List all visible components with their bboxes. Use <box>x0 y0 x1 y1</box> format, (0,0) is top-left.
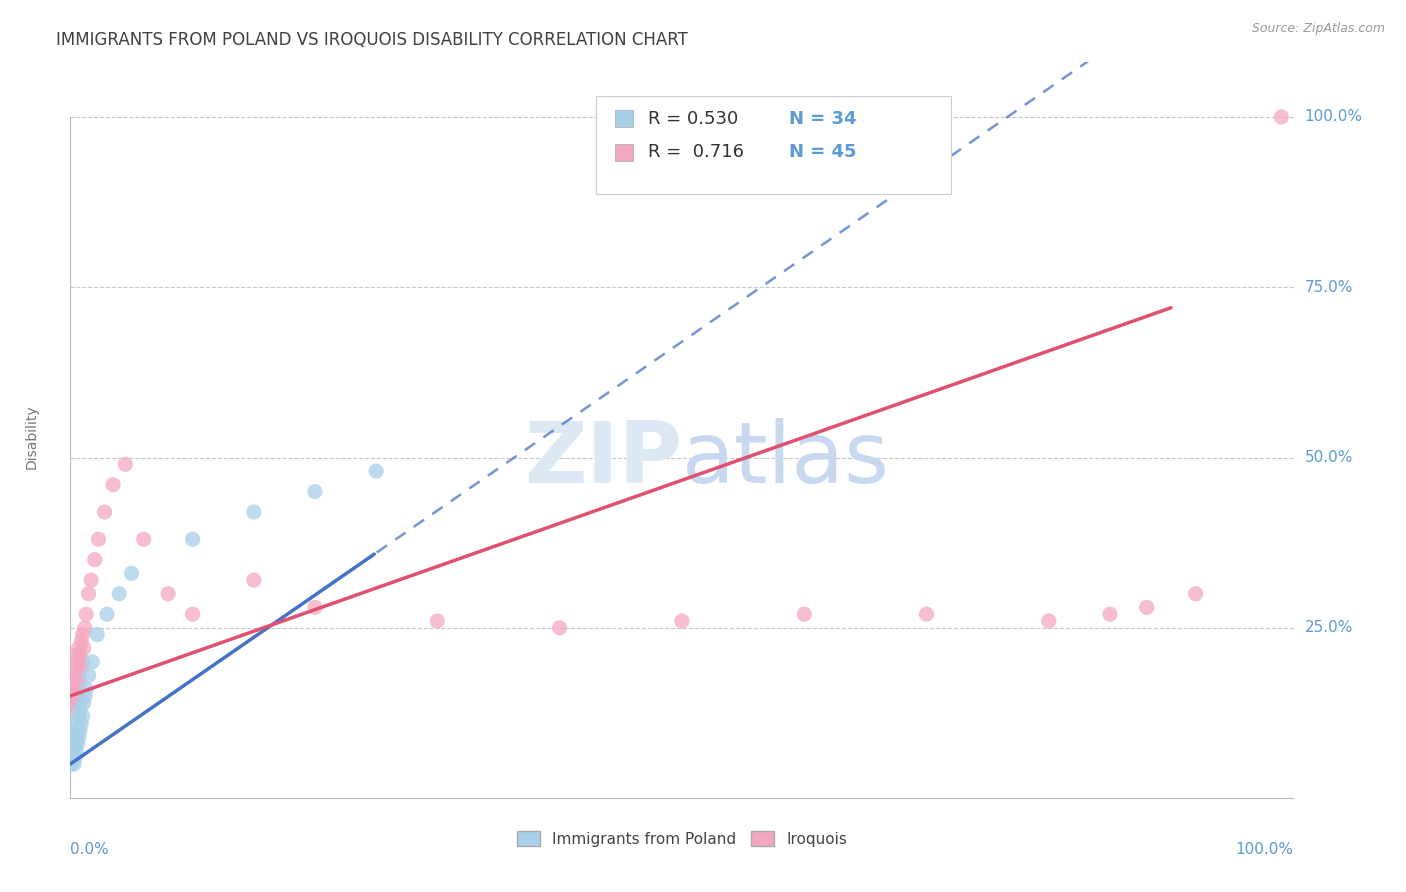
Point <box>793 607 815 622</box>
Point <box>86 627 108 641</box>
Point <box>70 634 93 648</box>
Text: 25.0%: 25.0% <box>1305 620 1353 635</box>
Point <box>80 573 103 587</box>
Point <box>65 696 87 710</box>
Text: R = 0.530: R = 0.530 <box>648 110 749 128</box>
Point <box>66 737 89 751</box>
Text: 0.0%: 0.0% <box>70 842 110 857</box>
Text: R =  0.716: R = 0.716 <box>648 144 755 161</box>
Point <box>181 607 204 622</box>
Point <box>83 552 105 566</box>
Point <box>63 662 86 676</box>
Point <box>915 607 938 622</box>
Point <box>67 709 90 723</box>
FancyBboxPatch shape <box>614 111 634 127</box>
Point <box>66 723 89 737</box>
Point <box>66 682 89 697</box>
Point <box>73 641 96 656</box>
Point <box>62 750 84 764</box>
Point <box>1270 110 1292 124</box>
Point <box>63 743 86 757</box>
Text: ZIP: ZIP <box>524 418 682 501</box>
Text: 75.0%: 75.0% <box>1305 280 1353 294</box>
Text: 50.0%: 50.0% <box>1305 450 1353 465</box>
Point <box>63 750 86 764</box>
Point <box>77 587 100 601</box>
Point <box>67 730 90 744</box>
Point <box>1099 607 1122 622</box>
Point <box>63 723 86 737</box>
Point <box>1184 587 1206 601</box>
Point <box>63 757 86 772</box>
Text: N = 34: N = 34 <box>789 110 856 128</box>
Point <box>63 682 86 697</box>
Point <box>63 702 86 716</box>
Point <box>304 600 326 615</box>
Point <box>548 621 571 635</box>
Point <box>60 689 83 703</box>
Text: Source: ZipAtlas.com: Source: ZipAtlas.com <box>1251 22 1385 36</box>
Point <box>75 607 97 622</box>
Point <box>63 737 86 751</box>
Point <box>66 655 89 669</box>
FancyBboxPatch shape <box>614 145 634 161</box>
Point <box>60 757 83 772</box>
Point <box>108 587 131 601</box>
Point <box>181 533 204 547</box>
Point <box>69 648 91 662</box>
Point <box>243 573 266 587</box>
Text: Disability: Disability <box>24 405 38 469</box>
Point <box>65 743 87 757</box>
Point <box>69 723 91 737</box>
Point <box>93 505 115 519</box>
Point <box>73 621 96 635</box>
Point <box>67 641 90 656</box>
Point <box>70 716 93 731</box>
Point <box>65 716 87 731</box>
Point <box>72 655 94 669</box>
Point <box>426 614 449 628</box>
Point <box>72 709 94 723</box>
Legend: Immigrants from Poland, Iroquois: Immigrants from Poland, Iroquois <box>510 824 853 853</box>
Point <box>1136 600 1159 615</box>
Point <box>77 668 100 682</box>
Point <box>121 566 143 581</box>
Point <box>67 668 90 682</box>
Point <box>60 743 83 757</box>
Text: atlas: atlas <box>682 418 890 501</box>
Point <box>96 607 118 622</box>
Point <box>243 505 266 519</box>
Point <box>63 730 86 744</box>
Point <box>65 730 87 744</box>
Point <box>132 533 155 547</box>
Point <box>62 737 84 751</box>
Text: 100.0%: 100.0% <box>1305 110 1362 124</box>
Point <box>671 614 693 628</box>
Point <box>65 648 87 662</box>
Point <box>366 464 388 478</box>
Point <box>101 477 124 491</box>
Point <box>65 675 87 690</box>
Point <box>69 702 91 716</box>
Point <box>87 533 110 547</box>
Text: N = 45: N = 45 <box>789 144 856 161</box>
Point <box>63 689 86 703</box>
FancyBboxPatch shape <box>596 96 950 194</box>
Text: 100.0%: 100.0% <box>1236 842 1294 857</box>
Point <box>72 627 94 641</box>
Point <box>73 696 96 710</box>
Point <box>1038 614 1060 628</box>
Point <box>75 682 97 697</box>
Point <box>82 655 104 669</box>
Point <box>73 689 96 703</box>
Point <box>62 668 84 682</box>
Point <box>304 484 326 499</box>
Point <box>114 458 136 472</box>
Text: IMMIGRANTS FROM POLAND VS IROQUOIS DISABILITY CORRELATION CHART: IMMIGRANTS FROM POLAND VS IROQUOIS DISAB… <box>56 31 688 49</box>
Point <box>62 696 84 710</box>
Point <box>69 675 91 690</box>
Point <box>70 662 93 676</box>
Point <box>157 587 180 601</box>
